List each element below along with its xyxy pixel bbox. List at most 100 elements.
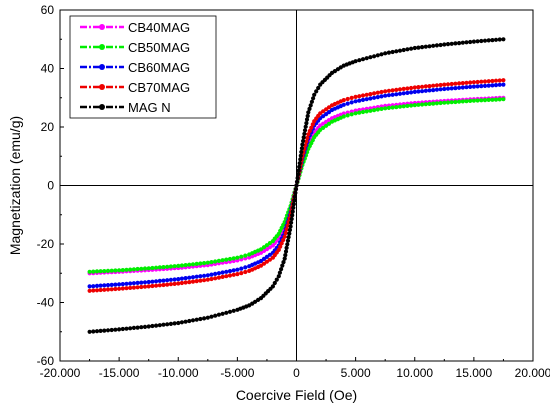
data-point — [165, 264, 170, 269]
data-point — [98, 283, 103, 288]
legend-marker — [99, 44, 105, 50]
data-point — [409, 103, 414, 108]
data-point — [301, 138, 306, 144]
data-point — [190, 262, 196, 267]
data-point — [267, 241, 272, 246]
data-point — [372, 95, 377, 100]
data-point — [345, 96, 350, 102]
data-point — [412, 89, 417, 94]
data-point — [453, 86, 458, 91]
data-point — [409, 85, 414, 91]
data-point — [224, 269, 229, 274]
data-point — [227, 309, 233, 314]
data-point — [468, 84, 473, 89]
data-point — [501, 78, 506, 83]
data-point — [482, 38, 488, 43]
data-point — [486, 38, 491, 43]
data-point — [431, 101, 436, 106]
data-point — [87, 288, 92, 293]
data-point — [209, 276, 214, 282]
data-point — [357, 98, 362, 103]
data-point — [194, 274, 199, 279]
y-axis-label: Magnetization (emu/g) — [7, 116, 23, 255]
data-point — [190, 279, 196, 284]
data-point — [482, 98, 488, 103]
data-point — [493, 83, 499, 88]
data-point — [161, 282, 166, 288]
data-point — [364, 92, 369, 97]
data-point — [205, 277, 210, 282]
data-point — [224, 274, 229, 279]
data-point — [128, 326, 133, 331]
data-point — [294, 183, 299, 188]
data-point — [264, 243, 269, 248]
data-point — [375, 95, 380, 100]
data-point — [434, 43, 439, 48]
data-point — [405, 47, 410, 52]
data-point — [109, 287, 114, 292]
data-point — [216, 258, 221, 263]
data-point — [379, 52, 384, 57]
data-point — [131, 325, 136, 330]
data-point — [341, 111, 346, 116]
data-point — [464, 99, 469, 104]
legend-item: CB40MAG — [80, 20, 190, 35]
data-point — [131, 285, 136, 290]
data-point — [299, 146, 304, 151]
data-point — [194, 261, 199, 266]
x-tick-label: -15.000 — [99, 366, 140, 380]
data-point — [390, 88, 395, 93]
data-point — [490, 38, 495, 43]
data-point — [91, 329, 96, 334]
data-point — [139, 280, 144, 285]
data-point — [150, 265, 155, 271]
data-point — [292, 198, 297, 203]
data-point — [445, 86, 451, 91]
data-point — [383, 51, 388, 56]
data-point — [227, 269, 233, 274]
data-point — [357, 94, 362, 99]
data-point — [442, 86, 447, 92]
data-point — [390, 105, 395, 110]
data-point — [154, 265, 159, 270]
data-point — [142, 280, 148, 285]
data-point — [187, 262, 192, 267]
data-point — [357, 58, 362, 63]
data-point — [157, 323, 162, 328]
data-point — [220, 258, 225, 263]
data-point — [142, 324, 148, 329]
data-point — [427, 44, 432, 49]
data-point — [227, 273, 233, 278]
data-point — [224, 257, 229, 262]
data-point — [205, 273, 210, 278]
data-point — [264, 254, 269, 259]
data-point — [394, 87, 399, 92]
data-point — [375, 90, 380, 95]
data-point — [227, 256, 233, 262]
data-point — [124, 267, 129, 272]
data-point — [438, 87, 443, 92]
data-point — [161, 278, 166, 283]
data-point — [409, 90, 414, 95]
data-point — [460, 81, 465, 86]
data-point — [308, 103, 313, 108]
data-point — [311, 96, 316, 101]
data-point — [401, 91, 406, 96]
legend-marker — [99, 64, 105, 70]
data-point — [165, 322, 170, 327]
data-point — [235, 272, 240, 277]
data-point — [427, 88, 432, 93]
data-point — [482, 79, 488, 84]
data-point — [349, 100, 354, 105]
data-point — [146, 266, 151, 271]
data-point — [284, 227, 289, 232]
y-tick-label: 20 — [41, 120, 55, 134]
data-point — [291, 205, 296, 210]
data-point — [341, 114, 346, 119]
data-point — [179, 320, 184, 325]
data-point — [105, 287, 111, 292]
data-point — [168, 321, 173, 326]
data-point — [501, 97, 506, 102]
data-point — [120, 268, 125, 273]
data-point — [493, 97, 499, 102]
